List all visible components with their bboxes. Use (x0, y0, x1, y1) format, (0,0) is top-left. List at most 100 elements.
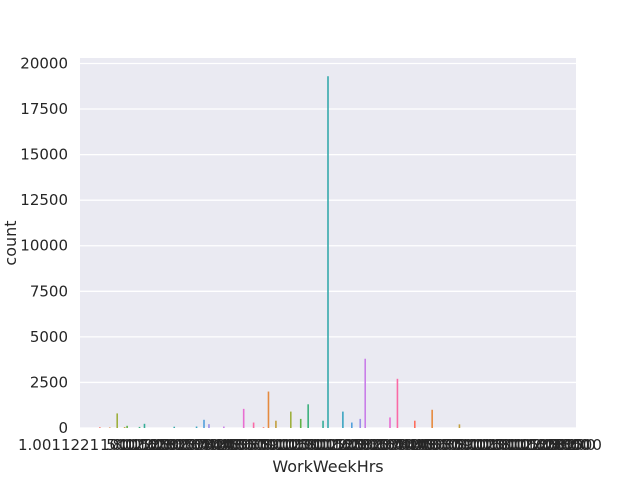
y-tick-label: 17500 (20, 100, 68, 118)
x-tick-label: 3800 (194, 436, 232, 454)
x-tick-label: 10000 (275, 436, 323, 454)
y-tick-label: 2500 (30, 373, 68, 391)
x-tick-label: 100 (294, 436, 323, 454)
bar (364, 358, 366, 428)
x-tick-label: 5000 (232, 436, 270, 454)
x-tick-label: 7000 (257, 436, 295, 454)
bar (203, 419, 205, 428)
bar (307, 404, 309, 428)
x-tick-label-first: 1.0011221 (18, 436, 99, 454)
x-tick-label: 3200 (363, 436, 401, 454)
x-tick-label: 4000 (200, 436, 238, 454)
x-tick-label: 6000 (244, 436, 282, 454)
y-tick-labels: 0 2500 5000 7500 10000 12500 15000 17500 20000 (20, 54, 68, 437)
x-tick-label: 4000 (395, 436, 433, 454)
x-tick-label: 9000 (269, 436, 307, 454)
x-tick-label: 3800 (388, 436, 426, 454)
x-tick-label: 1500 (520, 436, 558, 454)
bar (173, 426, 176, 428)
x-tick-label: 800 (113, 436, 142, 454)
x-tick-label: 2800 (545, 436, 583, 454)
bar (396, 378, 399, 428)
x-tick-label: 3000 (551, 436, 589, 454)
y-tick-label: 0 (58, 419, 68, 437)
x-tick-label: 2800 (351, 436, 389, 454)
bar (351, 422, 353, 428)
y-tick-label: 7500 (30, 282, 68, 300)
x-tick-label: 1000 (313, 436, 351, 454)
bar (252, 422, 255, 428)
x-tick-label: 8000 (457, 436, 495, 454)
x-tick-label: 16800 (482, 436, 530, 454)
x-tick-label: 5500 (432, 436, 470, 454)
x-tick-label: 5000 (426, 436, 464, 454)
x-tick-label: 1500 (326, 436, 364, 454)
x-tick-label: 6500 (250, 436, 288, 454)
x-tick-label: 1600 (526, 436, 564, 454)
x-tick-label: 4800 (225, 436, 263, 454)
x-tick-label: 4500 (413, 436, 451, 454)
y-tick-label: 5000 (30, 328, 68, 346)
x-tick-label: 2000 (338, 436, 376, 454)
bar (116, 413, 118, 428)
x-tick-label: 1000 (119, 436, 157, 454)
x-tick-label: 3000 (357, 436, 395, 454)
y-tick-label: 12500 (20, 191, 68, 209)
bar (99, 427, 101, 428)
bar (359, 418, 362, 428)
x-tick-label: 3200 (169, 436, 207, 454)
x-tick-label: 7000 (451, 436, 489, 454)
bar (126, 425, 128, 428)
x-tick-label: 4400 (407, 436, 445, 454)
x-tick-label: 800 (501, 436, 530, 454)
x-tick-label: 800 (307, 436, 336, 454)
x-tick-label: 1000 (507, 436, 545, 454)
x-tick-label: 500 (106, 436, 135, 454)
x-tick-label: 3600 (376, 436, 414, 454)
bar (327, 76, 329, 429)
x-tick-label: 1200 (319, 436, 357, 454)
x-tick-label: 1200 (125, 436, 163, 454)
y-tick-label: 20000 (20, 54, 68, 72)
x-tick-label: 12000 (476, 436, 524, 454)
bar (262, 427, 265, 428)
x-tick-label: 4500 (219, 436, 257, 454)
x-tick-label: 2500 (150, 436, 188, 454)
bar (242, 408, 245, 428)
bar (431, 409, 433, 428)
x-tick-label: 4200 (401, 436, 439, 454)
x-tick-label: 16800 (288, 436, 336, 454)
x-tick-label: 4800 (420, 436, 458, 454)
bar (267, 391, 270, 428)
x-tick-label: 6000 (438, 436, 476, 454)
y-tick-label: 15000 (20, 146, 68, 164)
x-tick-label: 3500 (369, 436, 407, 454)
bar (195, 426, 198, 428)
bar (322, 420, 324, 428)
x-tick-label: 9000 (463, 436, 501, 454)
x-tick-labels: 1.0011221 1005008001000120015001600200025… (18, 436, 602, 454)
x-tick-label: 500 (495, 436, 524, 454)
x-tick-label: 3200 (557, 436, 595, 454)
bar (389, 417, 391, 428)
x-tick-label: 3700 (188, 436, 226, 454)
x-tick-label: 2000 (532, 436, 570, 454)
x-tick-label: 500 (301, 436, 330, 454)
x-tick-label: 100 (100, 436, 129, 454)
x-tick-label: 100 (489, 436, 518, 454)
bar (458, 424, 461, 428)
x-tick-label: 12000 (282, 436, 330, 454)
bar (414, 420, 416, 428)
x-tick-label: 2000 (144, 436, 182, 454)
bars (99, 76, 461, 429)
bar (299, 418, 302, 428)
x-tick-label-last: 4800 (552, 436, 590, 454)
x-tick-label: 1600 (332, 436, 370, 454)
x-tick-label: 3500 (175, 436, 213, 454)
bar (275, 420, 277, 428)
bar (123, 427, 126, 428)
x-tick-label: 2500 (539, 436, 577, 454)
x-tick-label: 10000 (470, 436, 518, 454)
bar (208, 424, 210, 428)
bar (143, 423, 146, 428)
